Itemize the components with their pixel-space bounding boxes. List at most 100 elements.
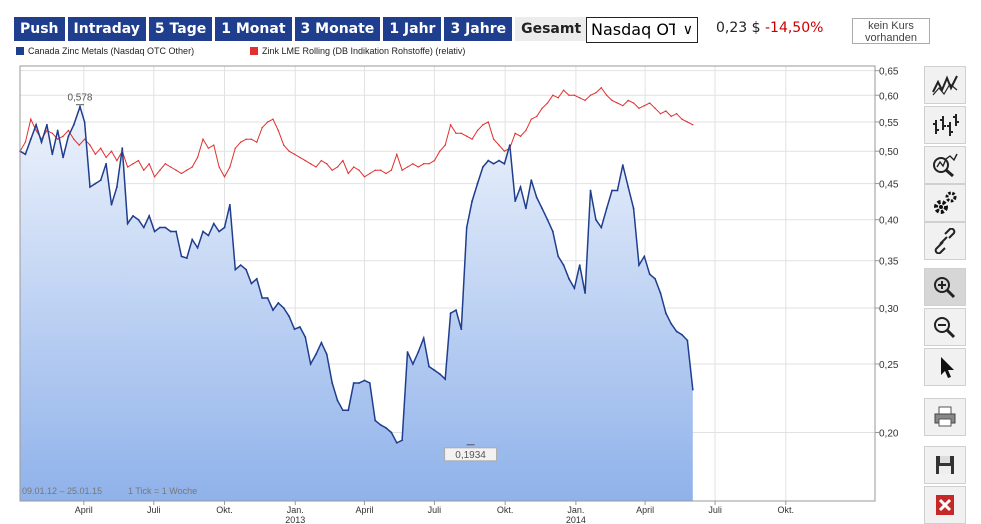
compare-series-point bbox=[218, 166, 220, 168]
main-series-point bbox=[83, 121, 86, 123]
compare-series-point bbox=[406, 166, 409, 168]
tool-save[interactable] bbox=[924, 446, 966, 484]
y-tick-label: 0,35 bbox=[879, 257, 899, 268]
tab-push[interactable]: Push bbox=[14, 17, 65, 41]
compare-series-point bbox=[358, 169, 360, 171]
y-axis: 0,20 0,25 0,30 0,35 0,40 0,45 0,50 0,55 0,60 0,65 bbox=[875, 67, 899, 440]
tool-link[interactable] bbox=[924, 222, 966, 260]
main-series-point bbox=[648, 273, 651, 276]
main-series-point bbox=[691, 388, 694, 391]
main-series-point bbox=[105, 162, 108, 165]
compare-series-point bbox=[342, 159, 344, 162]
legend-label-compare: Zink LME Rolling (DB Indikation Rohstoff… bbox=[262, 46, 466, 56]
compare-series-point bbox=[396, 153, 398, 156]
compare-series-point bbox=[589, 94, 592, 96]
compare-series-point bbox=[638, 107, 640, 110]
legend-swatch-main bbox=[16, 47, 24, 55]
compare-series-point bbox=[116, 159, 118, 162]
main-series-point bbox=[164, 226, 167, 229]
main-series-point bbox=[503, 162, 506, 165]
y-tick-label: 0,40 bbox=[879, 216, 899, 227]
tool-line-chart[interactable] bbox=[924, 66, 966, 104]
tab-gesamt[interactable]: Gesamt bbox=[515, 17, 588, 41]
main-series-point bbox=[632, 207, 635, 210]
tool-ohlc-bars[interactable] bbox=[924, 106, 966, 144]
tab-3-monate[interactable]: 3 Monate bbox=[294, 17, 381, 41]
main-series-point bbox=[621, 164, 624, 166]
main-series-point bbox=[277, 302, 280, 304]
compare-series-point bbox=[509, 147, 511, 149]
main-series-point bbox=[471, 200, 474, 203]
compare-series-point bbox=[476, 129, 479, 132]
x-tick-label: Okt. bbox=[778, 505, 795, 515]
compare-series-point bbox=[498, 144, 500, 146]
tab-3-jahre[interactable]: 3 Jahre bbox=[444, 17, 513, 41]
main-series-point bbox=[562, 264, 565, 267]
compare-series-point bbox=[320, 159, 323, 162]
main-series-point bbox=[535, 196, 538, 199]
tool-print[interactable] bbox=[924, 398, 966, 436]
y-tick-label: 0,65 bbox=[879, 67, 899, 78]
compare-series-point bbox=[503, 150, 506, 152]
compare-series-point bbox=[245, 138, 247, 140]
compare-series-point bbox=[374, 169, 376, 171]
main-series-point bbox=[56, 129, 59, 132]
tab-1-jahr[interactable]: 1 Jahr bbox=[383, 17, 442, 41]
quote-display: 0,23 $ -14,50% bbox=[716, 20, 823, 36]
compare-series-point bbox=[234, 147, 236, 149]
main-series-point bbox=[594, 218, 597, 221]
tab-1-monat[interactable]: 1 Monat bbox=[215, 17, 292, 41]
compare-series-point bbox=[266, 121, 269, 123]
tool-delete[interactable] bbox=[924, 486, 966, 524]
tool-pointer[interactable] bbox=[924, 348, 966, 386]
compare-series-point bbox=[492, 138, 495, 140]
main-series-point bbox=[460, 328, 463, 331]
tab-intraday[interactable]: Intraday bbox=[67, 17, 146, 41]
compare-series-point bbox=[272, 118, 274, 120]
tool-zoom-in[interactable] bbox=[924, 268, 966, 306]
compare-series-point bbox=[132, 163, 134, 165]
compare-series-point bbox=[595, 92, 597, 94]
compare-series-point bbox=[390, 169, 393, 171]
y-tick-label: 0,30 bbox=[879, 304, 899, 315]
compare-series-point bbox=[546, 102, 549, 104]
legend-item-compare: Zink LME Rolling (DB Indikation Rohstoff… bbox=[250, 46, 465, 56]
settings-gears-icon bbox=[934, 191, 957, 214]
compare-series-point bbox=[681, 118, 683, 120]
y-tick-label: 0,50 bbox=[879, 147, 899, 158]
main-series-point bbox=[153, 230, 156, 233]
compare-series-point bbox=[530, 118, 533, 120]
compare-series-point bbox=[579, 97, 581, 99]
main-series-point bbox=[62, 156, 64, 159]
x-tick-label: Okt. bbox=[497, 505, 514, 515]
main-series-point bbox=[94, 182, 97, 185]
main-series-point bbox=[72, 123, 75, 126]
compare-series-point bbox=[153, 176, 156, 178]
compare-series-point bbox=[552, 94, 554, 96]
compare-series-point bbox=[460, 132, 463, 135]
compare-series-point bbox=[121, 150, 123, 152]
annotation-high-label: 0,578 bbox=[67, 93, 92, 104]
compare-series-point bbox=[659, 113, 662, 115]
no-quote-button[interactable]: kein Kurs vorhanden bbox=[852, 18, 930, 44]
main-series-point bbox=[417, 351, 420, 353]
compare-series-point bbox=[627, 99, 629, 102]
compare-series-point bbox=[94, 153, 97, 156]
main-series-point bbox=[525, 207, 527, 210]
compare-series-point bbox=[89, 144, 91, 146]
main-series-point bbox=[664, 312, 667, 315]
tool-zoom-out[interactable] bbox=[924, 308, 966, 346]
tool-indicator-search[interactable] bbox=[924, 146, 966, 184]
compare-series-point bbox=[643, 104, 646, 107]
tab-5-tage[interactable]: 5 Tage bbox=[148, 17, 213, 41]
exchange-select[interactable]: Nasdaq OT ∨ bbox=[586, 17, 698, 43]
compare-series-point bbox=[675, 113, 678, 115]
main-series-point bbox=[51, 153, 54, 156]
main-series-point bbox=[261, 297, 264, 299]
tool-settings[interactable] bbox=[924, 184, 966, 222]
main-series-point bbox=[234, 268, 237, 271]
compare-series-point bbox=[30, 118, 32, 120]
main-series-point bbox=[325, 353, 328, 356]
compare-series-line bbox=[19, 86, 694, 178]
